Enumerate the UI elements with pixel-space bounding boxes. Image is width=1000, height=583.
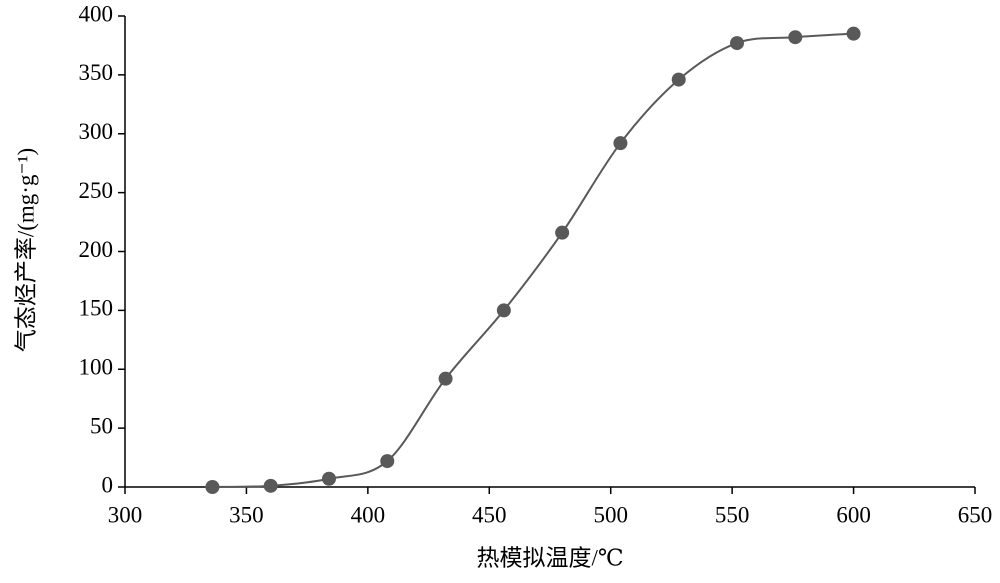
data-point — [671, 72, 686, 87]
data-point — [555, 225, 570, 240]
y-tick-label: 50 — [90, 413, 113, 438]
data-point — [613, 136, 628, 151]
data-point — [730, 36, 744, 51]
data-point — [205, 480, 220, 494]
data-point — [788, 30, 803, 45]
series-line — [212, 32, 854, 488]
x-axis-label: 热模拟温度/℃ — [476, 545, 623, 570]
data-point — [846, 26, 861, 41]
x-tick-label: 300 — [108, 502, 143, 527]
data-point — [496, 303, 511, 318]
x-tick-label: 500 — [593, 502, 628, 527]
x-tick-label: 400 — [351, 502, 386, 527]
y-tick-label: 200 — [79, 237, 114, 262]
y-tick-label: 300 — [79, 119, 114, 144]
y-axis-label: 气态烃产率/(mg·g⁻¹) — [13, 148, 38, 352]
x-tick-label: 650 — [958, 502, 993, 527]
y-tick-label: 0 — [102, 472, 114, 497]
data-point — [263, 478, 278, 493]
data-point — [322, 471, 336, 486]
x-tick-label: 550 — [715, 502, 750, 527]
y-tick-label: 400 — [79, 1, 114, 26]
y-tick-label: 250 — [79, 178, 114, 203]
y-tick-label: 350 — [79, 60, 114, 85]
data-point — [438, 371, 453, 386]
y-tick-label: 150 — [79, 296, 114, 321]
data-point — [380, 454, 395, 469]
x-tick-label: 350 — [229, 502, 264, 527]
x-tick-label: 600 — [836, 502, 871, 527]
x-tick-label: 450 — [472, 502, 507, 527]
y-tick-label: 100 — [79, 355, 114, 380]
